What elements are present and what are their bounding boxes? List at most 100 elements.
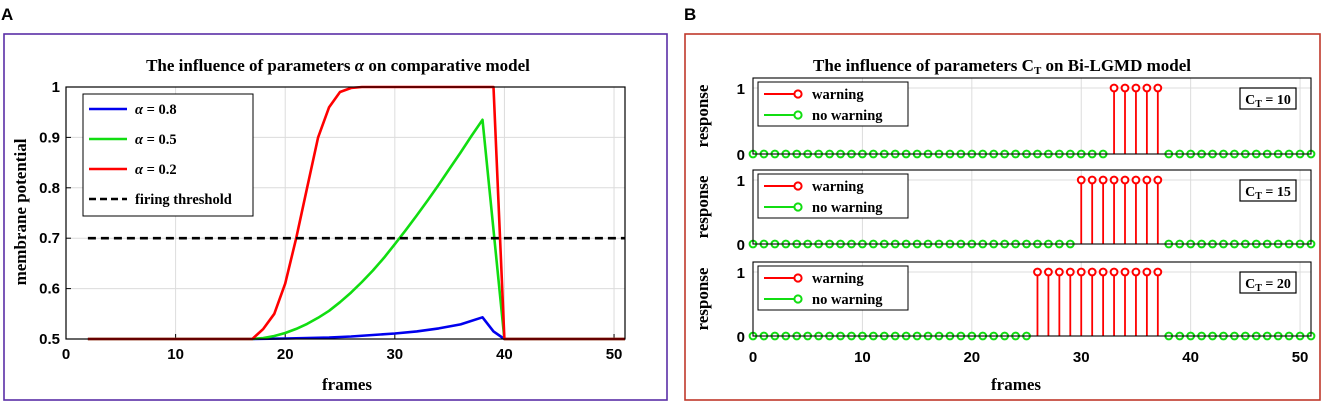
- chart-b-warning-marker: [1153, 83, 1163, 93]
- chart-a-series-line: [87, 315, 625, 341]
- chart-b-ylabel: response: [693, 84, 712, 147]
- chart-b-xtick-label: 30: [1073, 349, 1090, 366]
- chart-b-warning-marker: [1109, 267, 1119, 277]
- chart-b-legend-marker: [793, 110, 803, 120]
- chart-b-warning-marker: [1120, 83, 1130, 93]
- chart-b-legend-marker: [793, 202, 803, 212]
- chart-b-warning-marker: [1131, 175, 1141, 185]
- chart-b-badge-box: [1239, 87, 1297, 110]
- chart-a-xtick-label: 30: [386, 346, 403, 363]
- chart-a-ytick-label: 0.9: [39, 129, 60, 146]
- chart-b-badge: CT = 15: [1239, 179, 1297, 202]
- chart-a-xlabel: frames: [322, 375, 372, 394]
- chart-b-legend-marker: [793, 181, 803, 191]
- chart-b-ytick-label: 0: [737, 237, 745, 254]
- chart-b-ytick-label: 1: [737, 173, 745, 190]
- chart-b-ytick-label: 1: [737, 265, 745, 282]
- chart-b-warning-marker: [1076, 175, 1086, 185]
- chart-b-badge-label: CT = 20: [1245, 277, 1291, 294]
- chart-b-warning-marker: [1098, 175, 1108, 185]
- chart-b-ytick-label: 0: [737, 329, 745, 346]
- chart-a-xtick-label: 10: [167, 346, 184, 363]
- chart-b-subplot-box: [752, 261, 1312, 337]
- chart-a-title: The influence of parameters α on compara…: [146, 56, 530, 75]
- chart-b-legend-box: [757, 81, 909, 127]
- chart-b-legend-label: warning: [812, 87, 864, 103]
- chart-b-badge: CT = 10: [1239, 87, 1297, 110]
- chart-a-axes-box: [65, 86, 626, 340]
- chart-b-warning-marker: [1109, 175, 1119, 185]
- chart-b-subplot-box: [752, 77, 1312, 155]
- chart-b-badge-label: CT = 15: [1245, 185, 1291, 202]
- chart-b-warning-marker: [1153, 267, 1163, 277]
- panel-b-letter: B: [684, 5, 696, 24]
- chart-b-title: The influence of parameters CT on Bi-LGM…: [813, 56, 1191, 77]
- chart-b-badge-label: CT = 10: [1245, 93, 1291, 110]
- chart-b-warning-marker: [1131, 267, 1141, 277]
- chart-b-xtick-label: 10: [854, 349, 871, 366]
- chart-b-legend-label: no warning: [812, 108, 883, 124]
- chart-a-xtick-label: 50: [606, 346, 623, 363]
- chart-b-warning-marker: [1087, 267, 1097, 277]
- chart-b-warning-marker: [1109, 83, 1119, 93]
- chart-b-legend-label: warning: [812, 271, 864, 287]
- chart-a-legend-box: [82, 93, 254, 217]
- chart-b-legend-marker: [793, 294, 803, 304]
- chart-b-warning-marker: [1033, 267, 1042, 277]
- chart-b-badge-box: [1239, 271, 1297, 294]
- chart-a-ytick-label: 0.7: [39, 230, 60, 247]
- chart-b-warning-marker: [1044, 267, 1053, 277]
- chart-a-ytick-label: 1: [52, 79, 60, 96]
- chart-b-subplot-1: 1 0 response warning no warning CT = 10: [693, 77, 1316, 164]
- chart-a-legend: α = 0.8 α = 0.5 α = 0.2 firing threshold: [82, 93, 254, 217]
- chart-a-ytick-label: 0.5: [39, 331, 60, 348]
- chart-b-warning-marker: [1153, 175, 1163, 185]
- chart-b-legend-marker: [793, 273, 803, 283]
- chart-a-xtick-label: 0: [62, 346, 70, 363]
- chart-b-legend-marker: [793, 89, 803, 99]
- chart-b-warning-marker: [1098, 267, 1108, 277]
- chart-b-warning-marker: [1120, 267, 1130, 277]
- chart-b-warning-marker: [1054, 267, 1064, 277]
- chart-b-badge-box: [1239, 179, 1297, 202]
- chart-a-series-line: [87, 118, 625, 341]
- chart-a-ylabel: membrane potential: [11, 138, 30, 285]
- chart-b-xlabel: frames: [991, 375, 1041, 394]
- chart-a-ytick-label: 0.6: [39, 281, 60, 298]
- chart-b-badge: CT = 20: [1239, 271, 1297, 294]
- chart-b-warning-marker: [1065, 267, 1075, 277]
- chart-b-xtick-label: 0: [749, 349, 757, 366]
- chart-b-legend-box: [757, 173, 909, 219]
- chart-b-ylabel: response: [693, 175, 712, 238]
- chart-b-warning-marker: [1142, 267, 1152, 277]
- chart-b-subplot-box: [752, 169, 1312, 245]
- chart-b-legend-label: warning: [812, 179, 864, 195]
- chart-b-xtick-label: 40: [1182, 349, 1199, 366]
- chart-b-warning-marker: [1142, 175, 1152, 185]
- chart-a-legend-label: α = 0.8: [135, 102, 177, 118]
- chart-b-legend-label: no warning: [812, 200, 883, 216]
- chart-b-ylabel: response: [693, 267, 712, 330]
- panel-a-frame: [3, 33, 668, 401]
- chart-a-xtick-label: 20: [277, 346, 294, 363]
- chart-b-ytick-label: 1: [737, 81, 745, 98]
- chart-a-legend-label: α = 0.5: [135, 132, 177, 148]
- chart-a-ytick-label: 0.8: [39, 180, 60, 197]
- chart-b-warning-marker: [1142, 83, 1152, 93]
- chart-b-warning-marker: [1087, 175, 1097, 185]
- chart-a-legend-label: α = 0.2: [135, 162, 177, 178]
- chart-a-plot-area: 0 10 20 30 40 50 0.5 0.6 0.7 0.8 0.9 1 α = 0.8 α = 0.…: [39, 79, 626, 363]
- chart-b-warning-marker: [1120, 175, 1130, 185]
- chart-b-subplot-3: 1 0 response warning no warning CT = 20: [693, 261, 1316, 346]
- chart-b-xtick-label: 50: [1292, 349, 1309, 366]
- panel-a-letter: A: [1, 5, 13, 24]
- chart-b-ytick-label: 0: [737, 147, 745, 164]
- chart-b-subplot-2: 1 0 response warning no warning CT = 15: [693, 169, 1316, 254]
- chart-b-xtick-label: 20: [963, 349, 980, 366]
- chart-a-xtick-label: 40: [496, 346, 513, 363]
- chart-b-warning-marker: [1076, 267, 1086, 277]
- panel-b-frame: [684, 33, 1321, 401]
- chart-b-legend: warning no warning: [757, 173, 909, 219]
